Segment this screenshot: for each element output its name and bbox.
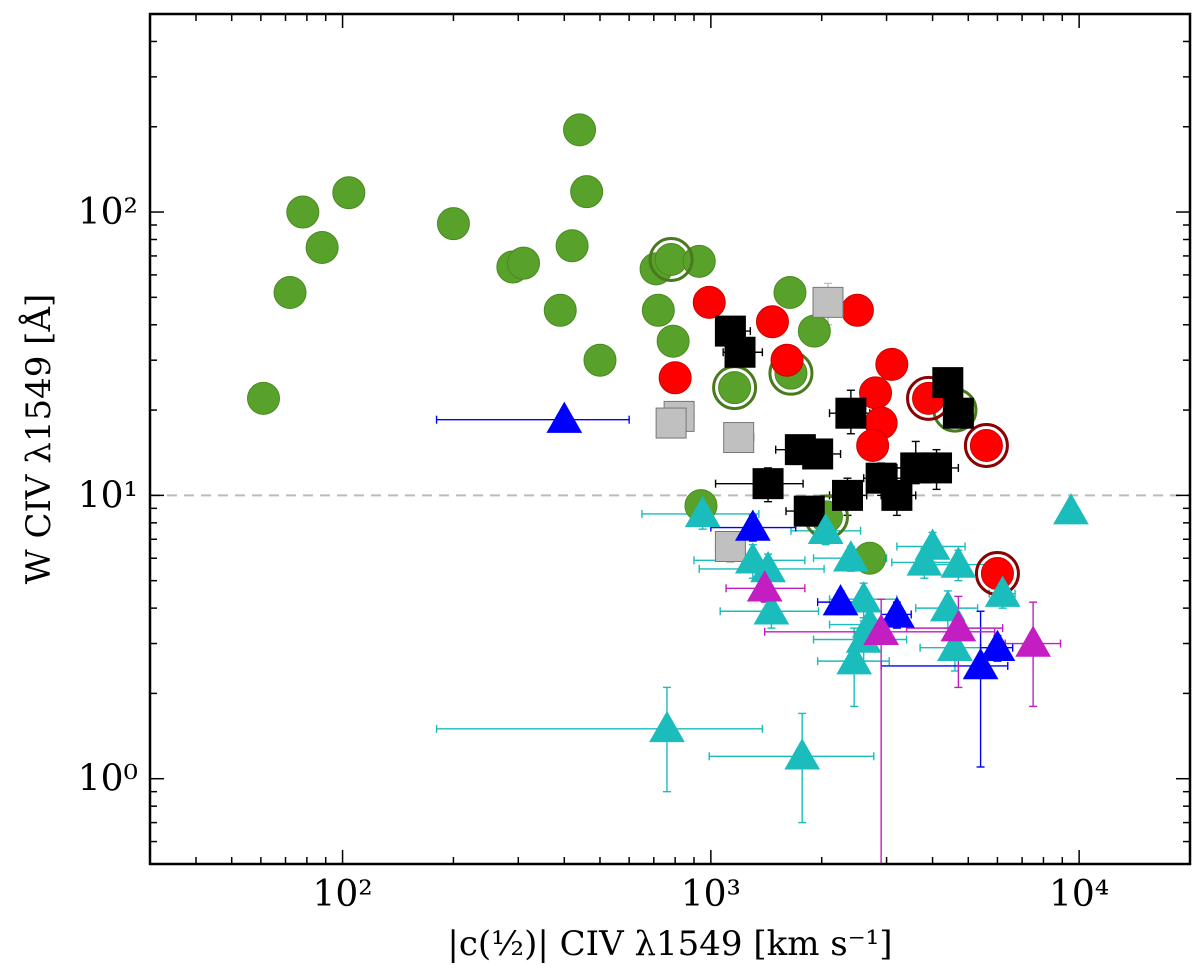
data-point-circle <box>656 324 690 358</box>
data-point-square <box>724 336 756 368</box>
data-point-square <box>793 495 825 527</box>
data-point-triangle <box>833 540 869 572</box>
data-point-circle <box>875 347 909 381</box>
data-point-triangle <box>546 401 583 433</box>
x-tick-label: 10⁴ <box>1049 874 1109 915</box>
data-point-triangle <box>734 509 771 541</box>
data-point-circle <box>273 276 307 310</box>
data-point-square <box>835 397 867 429</box>
data-point-triangle <box>845 581 882 613</box>
data-point-triangle <box>906 544 943 576</box>
data-point-circle <box>840 293 874 327</box>
data-point-triangle <box>984 575 1021 607</box>
data-point-triangle <box>940 610 977 642</box>
data-point-square <box>655 407 687 439</box>
data-point-circle <box>247 381 281 415</box>
data-point-ring <box>648 236 694 282</box>
data-point-circle <box>332 176 366 210</box>
data-point-triangle <box>649 710 685 743</box>
data-point-circle <box>570 175 604 209</box>
data-point-circle <box>969 428 1003 462</box>
data-point-circle <box>658 361 692 395</box>
x-tick-label: 10² <box>312 874 372 915</box>
data-point-circle <box>286 195 320 229</box>
data-point-circle <box>755 305 789 339</box>
data-point-circle <box>641 293 675 327</box>
x-tick-label: 10³ <box>681 874 741 915</box>
data-point-triangle <box>863 613 900 646</box>
data-point-square <box>812 286 844 318</box>
data-point-circle <box>543 293 577 327</box>
data-point-triangle <box>962 647 999 680</box>
data-point-triangle <box>746 570 783 602</box>
data-point-circle <box>770 343 804 377</box>
y-tick-label: 10⁰ <box>78 759 138 800</box>
marker-layer <box>247 113 1089 770</box>
data-point-triangle <box>836 643 873 675</box>
y-tick-label: 10¹ <box>78 475 138 516</box>
data-point-circle <box>507 246 541 280</box>
data-point-circle <box>797 314 831 348</box>
data-point-square <box>752 468 784 500</box>
plot-frame <box>148 12 1192 866</box>
data-point-triangle <box>929 590 966 622</box>
data-point-circle <box>305 230 339 264</box>
data-point-square <box>723 422 755 454</box>
data-point-triangle <box>979 629 1016 661</box>
data-point-square <box>942 397 974 429</box>
data-point-triangle <box>1053 493 1089 525</box>
data-point-ring <box>963 422 1009 468</box>
tick-layer: 10² 10³ 10⁴ 10⁰ 10¹ 10² <box>78 13 1191 915</box>
data-point-circle <box>856 428 890 462</box>
data-point-circle <box>583 343 617 377</box>
data-point-triangle <box>753 593 790 625</box>
data-point-square <box>832 479 864 511</box>
data-point-circle <box>692 285 726 319</box>
data-point-circle <box>980 556 1014 590</box>
data-point-triangle <box>784 738 821 770</box>
data-point-triangle <box>937 629 973 661</box>
data-point-circle <box>436 207 470 241</box>
data-point-circle <box>718 371 752 405</box>
data-point-square <box>802 438 834 470</box>
y-tick-label: 10² <box>78 192 138 233</box>
data-point-circle <box>555 229 589 263</box>
data-point-triangle <box>940 546 977 578</box>
data-point-square <box>932 367 964 399</box>
data-point-triangle <box>684 495 721 528</box>
y-axis-label: W CIV λ1549 [Å] <box>18 294 59 585</box>
data-point-circle <box>563 113 597 147</box>
data-point-square <box>921 452 953 484</box>
data-point-triangle <box>879 596 915 628</box>
data-point-square <box>881 479 913 511</box>
data-point-triangle <box>1015 625 1051 657</box>
x-axis-label: |c(½)| CIV λ1549 [km s⁻¹] <box>447 924 892 964</box>
data-point-triangle <box>807 512 844 545</box>
data-point-triangle <box>822 584 859 616</box>
data-point-circle <box>773 276 807 310</box>
data-point-circle <box>654 242 688 276</box>
